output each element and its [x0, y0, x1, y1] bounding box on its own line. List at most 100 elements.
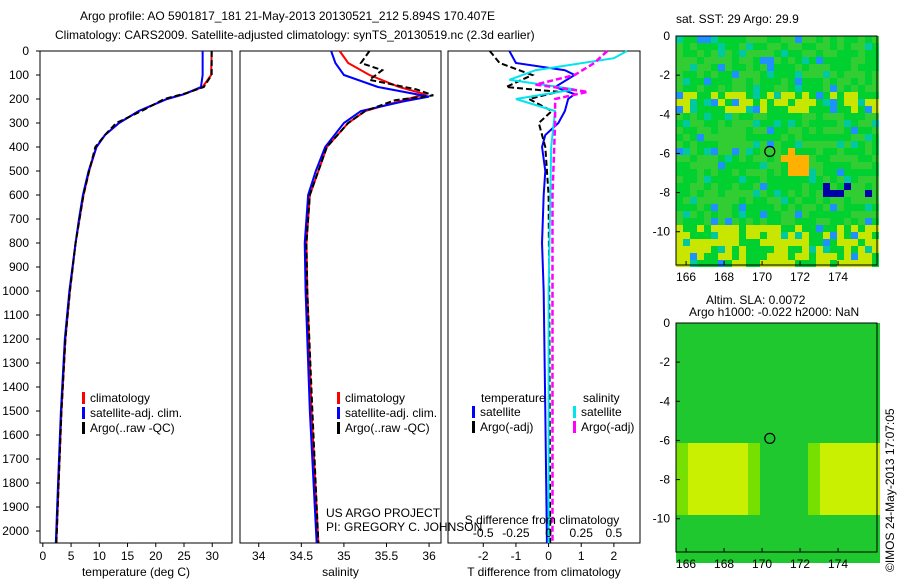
map-cell	[816, 120, 823, 127]
legend-swatch	[82, 392, 85, 404]
map-cell	[767, 155, 774, 162]
map-cell	[872, 113, 879, 120]
map-cell	[676, 503, 688, 515]
map-cell	[748, 443, 760, 455]
map-cell	[795, 36, 802, 43]
map-cell	[774, 204, 781, 211]
map-cell	[802, 211, 809, 218]
map-cell	[816, 127, 823, 134]
map-cell	[712, 491, 724, 503]
map-cell	[832, 515, 844, 527]
map-cell	[868, 407, 880, 419]
legend-swatch	[472, 406, 475, 418]
map-cell	[711, 239, 718, 246]
map-cell	[700, 335, 712, 347]
map-cell	[772, 335, 784, 347]
map-cell	[711, 57, 718, 64]
map-cell	[816, 169, 823, 176]
map-cell	[868, 371, 880, 383]
x-tick-label: 1	[578, 549, 585, 563]
x-tick-label: 30	[206, 549, 220, 563]
s-diff-tick-label: -0.25	[502, 526, 530, 540]
map-cell	[676, 455, 688, 467]
map-cell	[865, 204, 872, 211]
map-cell	[868, 359, 880, 371]
map-cell	[872, 246, 879, 253]
map-cell	[808, 419, 820, 431]
map-cell	[795, 148, 802, 155]
map-cell	[832, 359, 844, 371]
map-cell	[676, 551, 688, 563]
map-cell	[795, 141, 802, 148]
map-cell	[802, 246, 809, 253]
map-cell	[774, 134, 781, 141]
map-cell	[788, 169, 795, 176]
map-cell	[718, 155, 725, 162]
title-line-2: Climatology: CARS2009. Satellite-adjuste…	[55, 28, 535, 42]
map-cell	[832, 503, 844, 515]
map-cell	[784, 419, 796, 431]
map-cell	[796, 491, 808, 503]
map-cell	[767, 246, 774, 253]
map-cell	[704, 50, 711, 57]
map-cell	[795, 78, 802, 85]
map-cell	[851, 127, 858, 134]
map-cell	[816, 183, 823, 190]
map-cell	[856, 491, 868, 503]
map-cell	[774, 218, 781, 225]
map-cell	[772, 503, 784, 515]
map-cell	[830, 253, 837, 260]
map-cell	[872, 190, 879, 197]
map-cell	[809, 78, 816, 85]
map-cell	[739, 225, 746, 232]
map-cell	[772, 443, 784, 455]
map-cell	[795, 169, 802, 176]
map-cell	[802, 120, 809, 127]
map-cell	[851, 134, 858, 141]
map-cell	[796, 419, 808, 431]
map-cell	[830, 246, 837, 253]
map-cell	[851, 64, 858, 71]
map-cell	[732, 253, 739, 260]
map-cell	[683, 246, 690, 253]
map-cell	[802, 57, 809, 64]
map-cell	[753, 71, 760, 78]
map-cell	[823, 183, 830, 190]
legend-swatch	[82, 407, 85, 419]
map-cell	[704, 148, 711, 155]
map-cell	[823, 99, 830, 106]
series-t-argo-adj-	[489, 50, 559, 544]
y-tick-label: 1200	[2, 332, 29, 346]
map-cell	[851, 71, 858, 78]
map-cell	[788, 43, 795, 50]
map-cell	[724, 371, 736, 383]
map-cell	[851, 113, 858, 120]
map-cell	[781, 92, 788, 99]
map-cell	[858, 36, 865, 43]
map-cell	[820, 467, 832, 479]
map-cell	[837, 134, 844, 141]
map-cell	[837, 113, 844, 120]
map-cell	[718, 232, 725, 239]
s-diff-axis-label: S difference from climatology	[465, 513, 620, 527]
map-cell	[809, 92, 816, 99]
map-cell	[718, 141, 725, 148]
y-tick-label: -6	[659, 433, 670, 447]
y-tick-label: 700	[9, 212, 29, 226]
map-cell	[858, 57, 865, 64]
map-cell	[872, 71, 879, 78]
map-cell	[676, 197, 683, 204]
map-cell	[788, 260, 795, 267]
map-cell	[832, 395, 844, 407]
map-cell	[872, 183, 879, 190]
x-axis-label: T difference from climatology	[467, 565, 621, 579]
map-cell	[760, 85, 767, 92]
map-cell	[767, 197, 774, 204]
map-cell	[830, 162, 837, 169]
map-cell	[676, 85, 683, 92]
map-cell	[697, 204, 704, 211]
map-cell	[746, 176, 753, 183]
y-tick-label: 400	[9, 140, 29, 154]
imos-stamp: ©IMOS 24-May-2013 17:07:05	[883, 408, 897, 572]
map-cell	[724, 491, 736, 503]
